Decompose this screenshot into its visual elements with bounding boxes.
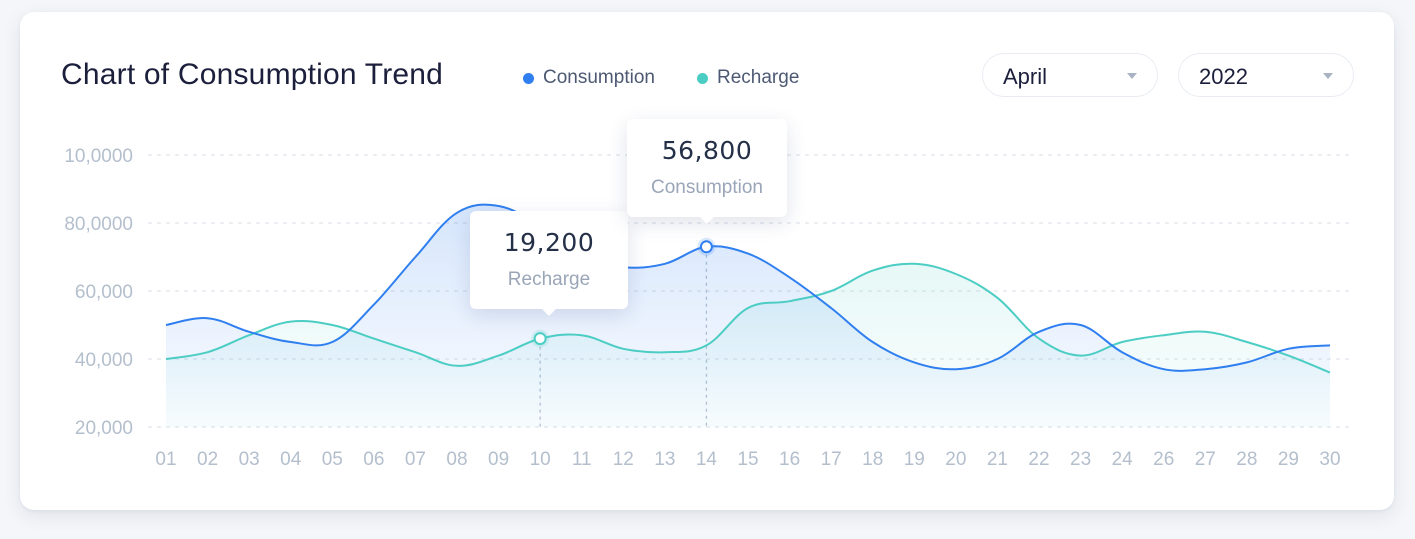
- y-tick-label: 80,0000: [64, 214, 133, 235]
- x-tick-label: 27: [1195, 449, 1216, 470]
- x-tick-label: 21: [987, 449, 1008, 470]
- chart-title: Chart of Consumption Trend: [61, 58, 444, 91]
- recharge-tooltip: 19,200 Recharge: [470, 211, 628, 316]
- x-tick-label: 03: [239, 449, 260, 470]
- series-lines: [165, 203, 1331, 374]
- year-select-value: 2022: [1199, 64, 1248, 89]
- x-tick-label: 20: [945, 449, 966, 470]
- x-tick-label: 17: [821, 449, 842, 470]
- month-select[interactable]: April: [982, 53, 1158, 97]
- y-tick-label: 40,000: [75, 350, 133, 371]
- x-tick-label: 12: [613, 449, 634, 470]
- x-tick-label: 26: [1153, 449, 1174, 470]
- x-tick-label: 09: [488, 449, 509, 470]
- legend-item-recharge[interactable]: Recharge: [697, 66, 799, 90]
- x-tick-label: 29: [1278, 449, 1299, 470]
- tooltip-arrow: [700, 217, 714, 224]
- month-select-value: April: [1003, 64, 1048, 89]
- x-tick-label: 22: [1028, 449, 1049, 470]
- x-tick-label: 11: [572, 449, 592, 470]
- x-tick-label: 15: [737, 449, 758, 470]
- x-tick-label: 08: [446, 449, 467, 470]
- recharge-dot-icon: [697, 72, 708, 84]
- line-consumption: [165, 203, 1331, 372]
- y-axis-labels: 10,0000 80,0000 60,000 40,000 20,000: [64, 146, 133, 439]
- x-axis-labels: 01 02 03 04 05 06 07 08 09 10 11 12 13 14 15 16 17 18 19 20…: [155, 449, 1340, 470]
- x-tick-label: 10: [530, 449, 551, 470]
- y-tick-label: 60,000: [75, 282, 133, 303]
- year-select[interactable]: 2022: [1178, 53, 1354, 97]
- area-consumption: [166, 204, 1330, 427]
- x-tick-label: 04: [280, 449, 302, 470]
- consumption-dot-icon: [523, 72, 534, 84]
- y-tick-label: 10,0000: [64, 146, 133, 167]
- x-tick-label: 14: [696, 449, 718, 470]
- x-tick-label: 28: [1236, 449, 1257, 470]
- chart-card: Chart of Consumption Trend Consumption R…: [20, 12, 1394, 510]
- line-recharge: [165, 262, 1331, 374]
- x-tick-label: 18: [862, 449, 883, 470]
- x-tick-label: 07: [405, 449, 426, 470]
- x-tick-label: 02: [197, 449, 218, 470]
- marker-consumption[interactable]: [699, 240, 713, 254]
- legend-label-consumption: Consumption: [543, 67, 655, 88]
- consumption-tooltip: 56,800 Consumption: [627, 119, 787, 224]
- x-tick-label: 19: [904, 449, 925, 470]
- x-tick-label: 05: [322, 449, 343, 470]
- x-tick-label: 23: [1070, 449, 1091, 470]
- tooltip-arrow: [542, 309, 556, 316]
- caret-down-icon: [1127, 73, 1137, 79]
- x-tick-label: 06: [363, 449, 384, 470]
- x-tick-label: 30: [1319, 449, 1340, 470]
- series-markers: [531, 237, 716, 348]
- x-tick-label: 13: [654, 449, 675, 470]
- recharge-tooltip-value: 19,200: [503, 228, 595, 257]
- y-tick-label: 20,000: [75, 418, 133, 439]
- x-tick-label: 01: [155, 449, 176, 470]
- marker-recharge[interactable]: [533, 332, 547, 346]
- caret-down-icon: [1323, 73, 1333, 79]
- legend-label-recharge: Recharge: [717, 67, 800, 88]
- series-areas: [166, 204, 1330, 427]
- legend-item-consumption[interactable]: Consumption: [523, 66, 655, 90]
- recharge-tooltip-label: Recharge: [507, 269, 591, 290]
- consumption-tooltip-label: Consumption: [651, 177, 763, 198]
- x-tick-label: 24: [1112, 449, 1134, 470]
- x-tick-label: 16: [779, 449, 800, 470]
- consumption-tooltip-value: 56,800: [661, 136, 753, 165]
